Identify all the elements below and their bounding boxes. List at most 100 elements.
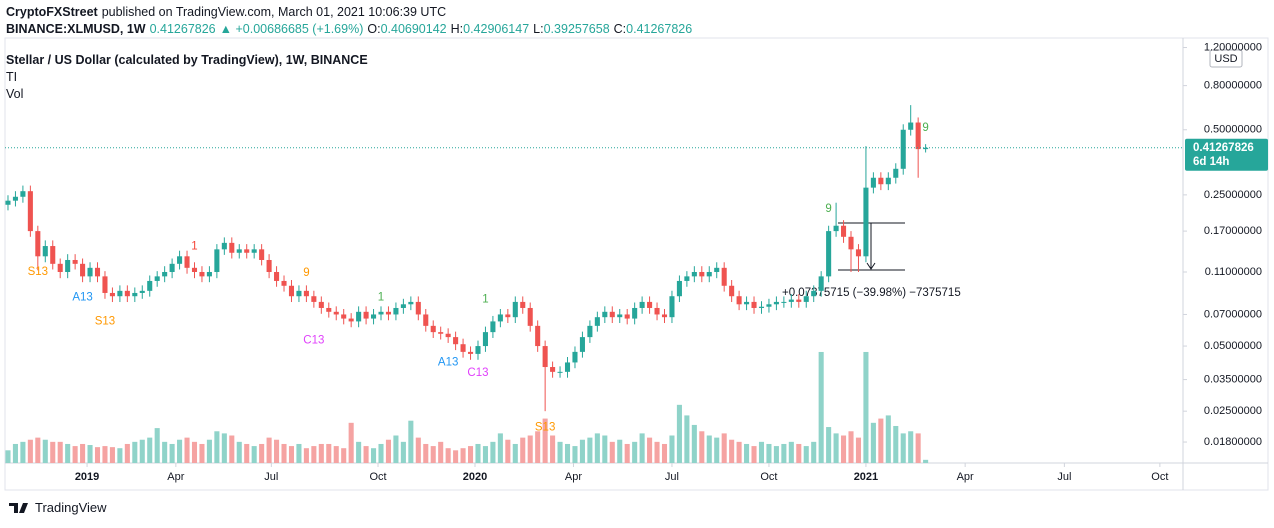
- volume-bar: [744, 443, 750, 463]
- candle-body: [408, 301, 414, 305]
- candle-body: [356, 311, 362, 322]
- y-tick-label: 0.01800000: [1204, 436, 1262, 448]
- ohlc-value: 0.39257658: [543, 22, 610, 36]
- candle-body: [706, 271, 712, 277]
- candle-body: [415, 301, 421, 315]
- candle-body: [184, 256, 190, 268]
- x-tick-label: Apr: [167, 471, 184, 483]
- candle-body: [729, 285, 735, 297]
- volume-bar: [117, 448, 123, 463]
- candle-body: [617, 314, 623, 318]
- volume-bar: [661, 443, 668, 463]
- volume-bar: [50, 441, 56, 463]
- currency-box: [1209, 49, 1243, 68]
- volume-bar: [826, 427, 832, 463]
- volume-bar: [684, 415, 690, 463]
- candle-body: [296, 290, 302, 297]
- y-tick-label: 0.25000000: [1204, 189, 1262, 201]
- change: ▲ +0.00686685 (+1.69%): [219, 22, 364, 36]
- volume-bar: [281, 443, 287, 463]
- volume-bar: [385, 439, 392, 463]
- volume-bar: [132, 441, 138, 463]
- volume-bar: [758, 441, 765, 463]
- volume-bar: [900, 433, 906, 463]
- publisher: CryptoFXStreet: [6, 5, 98, 19]
- candle-body: [438, 332, 444, 334]
- volume-bar: [609, 441, 615, 463]
- candle-body: [80, 263, 86, 277]
- volume-bar: [841, 435, 847, 463]
- volume-bar: [453, 450, 459, 463]
- candle-body: [811, 290, 817, 297]
- candle-body: [550, 367, 556, 372]
- y-tick-label: 0.07000000: [1204, 308, 1262, 320]
- candle-body: [833, 225, 839, 232]
- candle-body: [236, 249, 242, 253]
- candle-body: [624, 314, 630, 319]
- candle-body: [654, 307, 660, 315]
- candle-body: [796, 299, 802, 302]
- candle-body: [781, 301, 787, 303]
- volume-bar: [65, 443, 71, 463]
- volume-bar: [438, 441, 444, 463]
- candle-body: [587, 325, 593, 338]
- volume-bar: [639, 433, 645, 463]
- volume-bar: [915, 433, 921, 463]
- candle-body: [65, 259, 71, 272]
- y-tick-label: 1.20000000: [1204, 41, 1262, 53]
- volume-bar: [923, 459, 929, 463]
- candle-body: [497, 314, 503, 322]
- candle-body: [676, 280, 682, 297]
- volume-bar: [318, 443, 324, 463]
- candle-body: [124, 290, 130, 297]
- volume-bar: [415, 437, 421, 463]
- candle-body: [818, 276, 824, 291]
- measure-arrowhead: [866, 262, 876, 270]
- volume-bar: [572, 446, 578, 463]
- volume-bar: [162, 441, 168, 463]
- indicator: TI: [6, 70, 18, 84]
- volume-bar: [5, 450, 11, 463]
- candle-body: [602, 311, 608, 318]
- candle-body: [609, 311, 615, 318]
- volume-bar: [80, 443, 86, 463]
- candle-body: [244, 249, 250, 253]
- candle-body: [766, 304, 772, 307]
- volume-bar: [348, 422, 354, 463]
- ohlc-label: C:: [613, 22, 627, 36]
- candle-body: [908, 122, 914, 130]
- candle-body: [42, 246, 48, 257]
- volume-bar: [632, 441, 638, 463]
- volume-bar: [400, 441, 406, 463]
- candle-body: [20, 191, 26, 197]
- candle-body: [699, 271, 705, 277]
- ohlc-label: L:: [533, 22, 544, 36]
- volume-bar: [654, 441, 660, 463]
- volume-bar: [371, 448, 377, 463]
- volume-bar: [520, 437, 526, 463]
- volume-bar: [72, 446, 78, 463]
- candle-body: [94, 267, 101, 277]
- volume-bar: [274, 439, 280, 463]
- volume-bar: [169, 443, 175, 463]
- candle-body: [594, 317, 600, 326]
- volume-bar: [535, 431, 541, 463]
- candle-body: [751, 301, 757, 308]
- volume-bar: [676, 404, 682, 463]
- candle-body: [482, 332, 488, 347]
- candle-body: [385, 311, 392, 315]
- volume-bar: [460, 448, 466, 463]
- candle-body: [72, 259, 78, 264]
- candle-body: [870, 177, 876, 188]
- candle-body: [274, 271, 280, 281]
- y-tick-label: 0.17000000: [1204, 225, 1262, 237]
- brand-logo: [9, 502, 28, 513]
- last-price: 0.41267826: [149, 22, 216, 36]
- candle-body: [467, 351, 474, 354]
- volume-bar: [378, 443, 384, 463]
- countdown: 6d 14h: [1193, 156, 1229, 168]
- candle-body: [341, 314, 347, 319]
- candle-body: [721, 267, 727, 286]
- last-price-tag: [1185, 138, 1268, 171]
- annotation: S13: [28, 266, 48, 278]
